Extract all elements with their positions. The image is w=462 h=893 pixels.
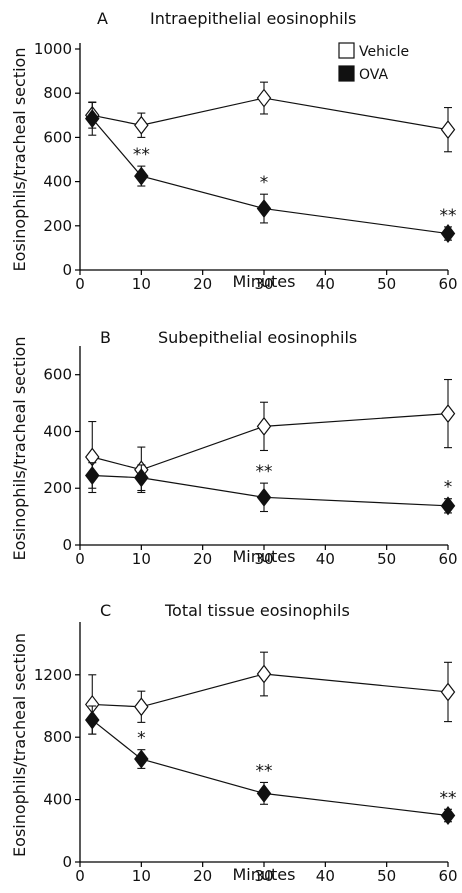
vehicle-point bbox=[134, 115, 149, 135]
x-tick-label: 0 bbox=[75, 275, 85, 293]
x-tick-label: 50 bbox=[377, 275, 396, 293]
x-tick-label: 0 bbox=[75, 550, 85, 568]
ova-point bbox=[85, 710, 100, 730]
vehicle-point bbox=[440, 120, 456, 140]
x-tick-label: 50 bbox=[377, 550, 396, 568]
series-ova bbox=[85, 101, 456, 244]
ova-point bbox=[256, 199, 272, 219]
x-tick-label: 20 bbox=[193, 867, 212, 885]
significance-label: ** bbox=[256, 761, 273, 781]
y-tick-label: 600 bbox=[43, 366, 72, 384]
x-axis-label: Minutes bbox=[233, 865, 296, 884]
series-vehicle-line bbox=[92, 412, 449, 471]
ova-point bbox=[85, 109, 100, 129]
y-tick-label: 0 bbox=[62, 853, 72, 871]
ova-point bbox=[440, 806, 456, 825]
x-tick-label: 10 bbox=[132, 550, 151, 568]
chart-panel-c: C Total tissue eosinophils 0 10 20 30 40 50 60 0 4… bbox=[10, 601, 458, 885]
y-tick-label: 400 bbox=[43, 791, 72, 809]
series-ova-line bbox=[92, 474, 449, 507]
x-tick-label: 30 bbox=[254, 867, 273, 885]
x-axis-label: Minutes bbox=[233, 272, 296, 291]
legend-swatch-ova bbox=[338, 65, 355, 82]
panel-title: Intraepithelial eosinophils bbox=[150, 9, 356, 28]
y-tick-label: 200 bbox=[43, 479, 72, 497]
ova-point bbox=[134, 166, 149, 186]
x-tick-label: 10 bbox=[132, 867, 151, 885]
series-vehicle-line bbox=[92, 673, 449, 708]
ova-point bbox=[440, 224, 456, 244]
panel-letter: B bbox=[100, 328, 111, 347]
ova-point bbox=[256, 783, 272, 803]
y-tick-label: 800 bbox=[43, 84, 72, 102]
panel-title: Total tissue eosinophils bbox=[164, 601, 350, 620]
panel-title: Subepithelial eosinophils bbox=[158, 328, 357, 347]
ova-point bbox=[134, 468, 149, 488]
x-tick-label: 40 bbox=[316, 867, 335, 885]
chart-panel-a: A Intraepithelial eosinophils 0 10 20 30 40 50 6… bbox=[10, 9, 458, 293]
y-tick-label: 600 bbox=[43, 128, 72, 146]
x-tick-label: 60 bbox=[438, 550, 457, 568]
x-tick-label: 0 bbox=[75, 867, 85, 885]
legend-swatch-vehicle bbox=[338, 42, 355, 59]
y-tick-label: 1000 bbox=[34, 40, 72, 58]
vehicle-point bbox=[134, 697, 149, 717]
significance-label: ** bbox=[440, 788, 457, 808]
x-tick-label: 60 bbox=[438, 275, 457, 293]
x-tick-label: 30 bbox=[254, 275, 273, 293]
vehicle-point bbox=[440, 404, 456, 424]
x-tick-label: 40 bbox=[316, 550, 335, 568]
legend: Vehicle OVA bbox=[338, 42, 409, 83]
x-axis-label: Minutes bbox=[233, 547, 296, 566]
series-vehicle bbox=[85, 651, 456, 735]
y-tick-label: 800 bbox=[43, 728, 72, 746]
x-tick-label: 30 bbox=[254, 550, 273, 568]
x-tick-label: 60 bbox=[438, 867, 457, 885]
y-tick-label: 400 bbox=[43, 422, 72, 440]
y-tick-label: 200 bbox=[43, 217, 72, 235]
vehicle-point bbox=[440, 682, 456, 702]
ova-point bbox=[134, 749, 149, 769]
y-tick-label: 0 bbox=[62, 261, 72, 279]
significance-label: ** bbox=[440, 206, 457, 226]
x-tick-label: 40 bbox=[316, 275, 335, 293]
vehicle-point bbox=[256, 88, 272, 108]
x-tick-label: 20 bbox=[193, 275, 212, 293]
panel-letter: C bbox=[100, 601, 111, 620]
ova-point bbox=[256, 487, 272, 507]
y-axis-label: Eosinophils/tracheal section bbox=[10, 633, 29, 857]
significance-label: ** bbox=[133, 145, 150, 165]
vehicle-point bbox=[256, 664, 272, 684]
significance-label: * bbox=[260, 173, 269, 193]
y-tick-label: 1200 bbox=[34, 666, 72, 684]
series-ova-line bbox=[91, 719, 449, 817]
significance-label: ** bbox=[256, 462, 273, 482]
panel-letter: A bbox=[97, 9, 108, 28]
significance-label: * bbox=[444, 478, 453, 498]
y-axis-label: Eosinophils/tracheal section bbox=[10, 48, 29, 272]
x-tick-label: 10 bbox=[132, 275, 151, 293]
ova-point bbox=[440, 496, 456, 516]
series-ova-line bbox=[91, 118, 449, 235]
legend-label-vehicle: Vehicle bbox=[359, 44, 409, 60]
x-tick-label: 20 bbox=[193, 550, 212, 568]
x-tick-label: 50 bbox=[377, 867, 396, 885]
series-ova bbox=[85, 462, 456, 516]
legend-label-ova: OVA bbox=[359, 67, 388, 83]
series-vehicle bbox=[85, 81, 456, 153]
y-tick-label: 400 bbox=[43, 173, 72, 191]
series-ova bbox=[85, 705, 456, 825]
significance-label: * bbox=[137, 729, 146, 749]
y-axis-label: Eosinophils/tracheal section bbox=[10, 337, 29, 561]
vehicle-point bbox=[256, 416, 272, 436]
ova-point bbox=[85, 465, 100, 485]
y-tick-label: 0 bbox=[62, 536, 72, 554]
series-vehicle-line bbox=[92, 97, 449, 131]
